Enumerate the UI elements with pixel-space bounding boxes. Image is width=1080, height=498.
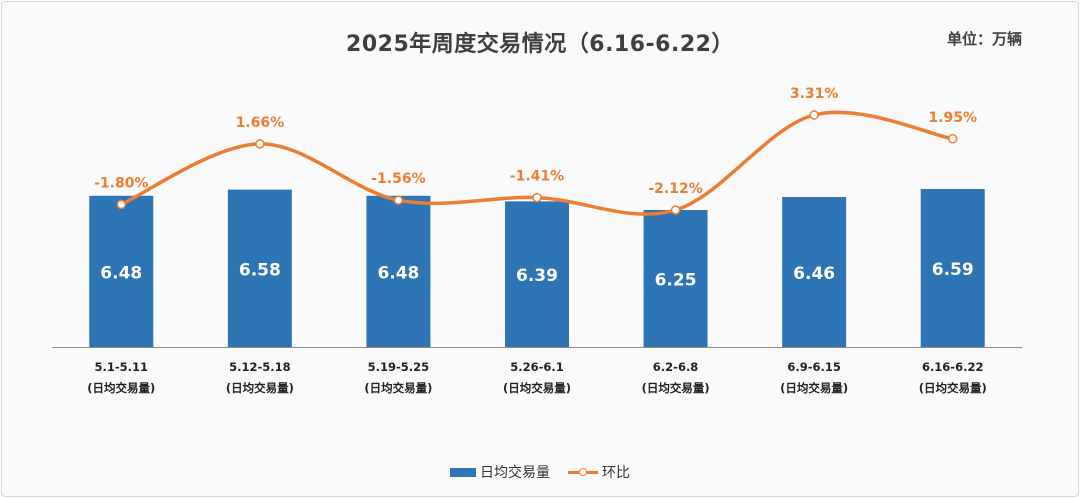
line-value-label: -1.80% [94, 175, 148, 191]
x-tick-label: 5.12-5.18 [229, 360, 291, 374]
bar-daily-volume [227, 189, 292, 347]
line-point-mom [532, 192, 542, 203]
x-tick-sublabel: (日均交易量) [364, 381, 432, 395]
x-tick-label: 5.19-5.25 [368, 360, 430, 374]
legend-label-volume: 日均交易量 [480, 465, 550, 481]
line-point-mom [670, 205, 681, 215]
x-tick-label: 6.9-6.15 [787, 360, 841, 374]
unit-label: 单位：万辆 [946, 30, 1022, 48]
x-tick-label: 6.2-6.8 [653, 360, 699, 374]
bar-daily-volume [366, 195, 431, 347]
legend-item-volume: 日均交易量 [450, 462, 550, 482]
x-tick-sublabel: (日均交易量) [919, 381, 987, 395]
legend-swatch-line [568, 466, 598, 478]
bar-value-label: 6.46 [793, 264, 835, 284]
x-tick-label: 5.26-6.1 [510, 360, 564, 374]
line-point-mom [809, 110, 819, 120]
bar-daily-volume [643, 210, 708, 347]
chart-legend: 日均交易量 环比 [0, 462, 1080, 482]
bar-value-label: 6.48 [377, 263, 419, 283]
bar-daily-volume [89, 195, 154, 347]
line-value-label: -2.12% [648, 181, 702, 197]
line-value-label: 3.31% [790, 86, 839, 102]
line-point-mom [393, 195, 404, 205]
x-tick-sublabel: (日均交易量) [642, 381, 710, 395]
x-tick-label: 5.1-5.11 [95, 360, 149, 374]
x-tick-sublabel: (日均交易量) [503, 381, 571, 395]
bar-value-label: 6.39 [516, 266, 558, 286]
bar-value-label: 6.25 [655, 271, 697, 291]
line-value-label: -1.56% [371, 171, 425, 187]
x-tick-sublabel: (日均交易量) [780, 381, 848, 395]
line-value-label: 1.95% [928, 110, 977, 126]
x-tick-label: 6.16-6.22 [922, 360, 984, 374]
line-point-mom [947, 134, 958, 144]
legend-item-mom: 环比 [568, 462, 630, 482]
line-point-mom [116, 199, 127, 210]
bar-daily-volume [920, 188, 985, 347]
bar-value-label: 6.48 [100, 263, 142, 283]
bar-value-label: 6.58 [239, 260, 281, 280]
line-value-label: -1.41% [510, 169, 564, 185]
legend-label-mom: 环比 [602, 465, 630, 481]
x-tick-sublabel: (日均交易量) [87, 381, 155, 395]
legend-swatch-bar [450, 467, 476, 477]
bar-daily-volume [505, 201, 569, 347]
bar-daily-volume [782, 197, 847, 347]
line-point-mom [255, 139, 265, 149]
line-value-label: 1.66% [236, 115, 285, 131]
chart-title: 2025年周度交易情况（6.16-6.22） [346, 32, 734, 57]
bar-value-label: 6.59 [932, 260, 974, 280]
x-tick-sublabel: (日均交易量) [226, 381, 294, 395]
